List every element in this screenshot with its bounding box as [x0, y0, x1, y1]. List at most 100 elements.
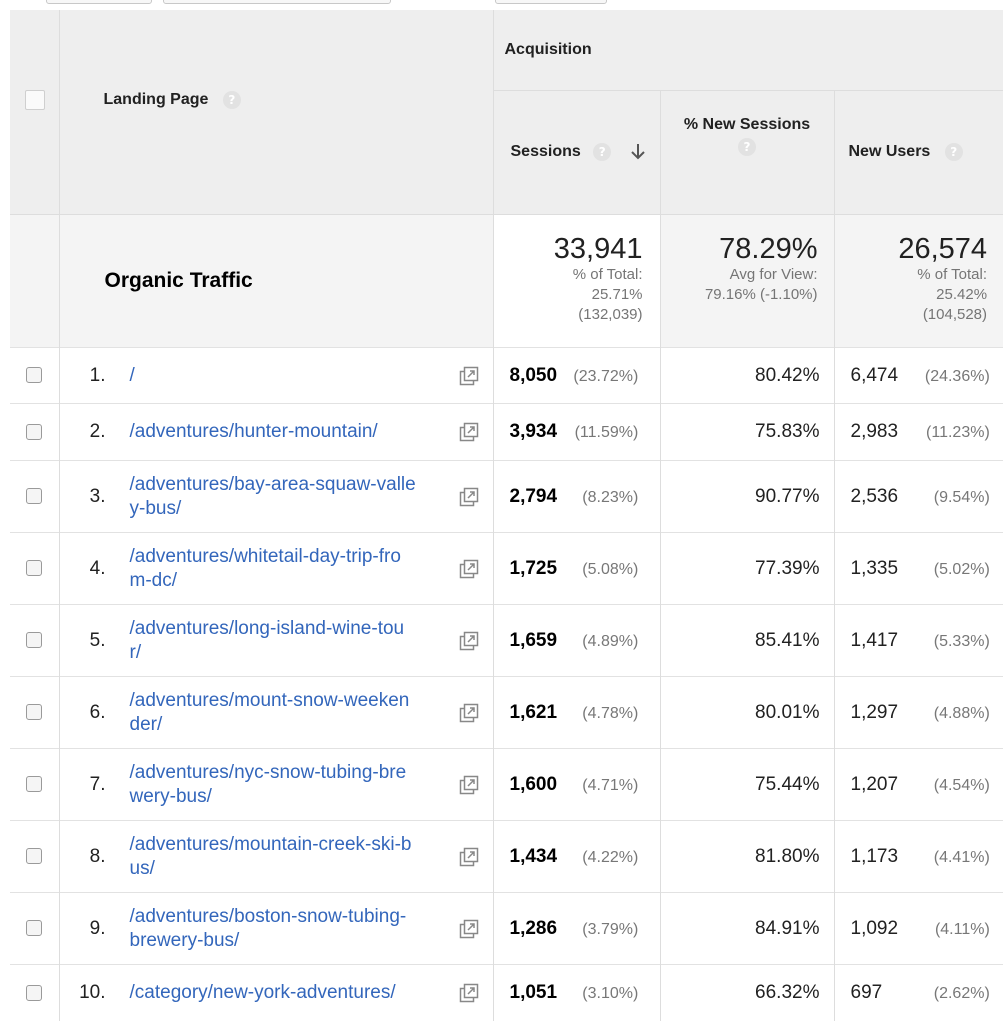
table-row[interactable]: 4. /adventures/whitetail-day-trip-fro m-d… — [10, 532, 1004, 605]
sessions-percent: (23.72%) — [573, 367, 639, 385]
new-users-value: 2,983 — [850, 421, 899, 442]
new-users-header[interactable]: New Users ? — [834, 90, 1004, 215]
arrow-down-icon[interactable] — [630, 143, 646, 161]
new-users-percent: (4.88%) — [933, 704, 990, 722]
select-all-checkbox[interactable] — [25, 90, 45, 110]
landing-page-link-wrapper: /adventures/hunter-mountain/ — [130, 420, 378, 444]
new-users-value: 697 — [850, 981, 883, 1003]
table-row[interactable]: 10. /category/new-york-adventures/ 1,051… — [10, 964, 1004, 1021]
new-sessions-value: 75.44% — [755, 773, 820, 795]
open-in-new-icon[interactable] — [459, 487, 479, 507]
sessions-value: 2,794 — [509, 485, 558, 507]
segment-label: Organic Traffic — [104, 269, 253, 292]
sessions-value: 1,434 — [509, 845, 558, 867]
totals-new-sessions-value: 78.29% — [719, 233, 818, 265]
row-checkbox[interactable] — [26, 920, 43, 937]
help-icon[interactable]: ? — [944, 143, 963, 162]
new-sessions-header-label: % New Sessions — [683, 116, 811, 133]
new-sessions-header[interactable]: % New Sessions ? — [660, 90, 835, 215]
table-row[interactable]: 1. / 8,050 (23.72%) 80.42% 6,474 (24.36%… — [10, 347, 1004, 404]
new-users-value: 6,474 — [850, 364, 899, 386]
sessions-header-label: Sessions — [510, 143, 581, 161]
acquisition-group-header: Acquisition — [493, 10, 1004, 91]
toolbar-dropdown[interactable] — [163, 0, 391, 4]
open-in-new-icon[interactable] — [459, 422, 479, 442]
sessions-value: 8,050 — [509, 364, 558, 386]
landing-page-header[interactable]: Landing Page ? — [59, 10, 494, 215]
row-checkbox[interactable] — [26, 367, 43, 384]
landing-page-link[interactable]: /adventures/long-island-wine-tou r/ — [129, 617, 405, 663]
sessions-value: 1,600 — [509, 773, 558, 795]
open-in-new-icon[interactable] — [459, 366, 479, 386]
landing-page-link-wrapper: / — [130, 364, 135, 388]
open-in-new-icon[interactable] — [459, 983, 479, 1003]
table-row[interactable]: 9. /adventures/boston-snow-tubing-brewer… — [10, 892, 1004, 965]
row-index: 9. — [89, 917, 106, 939]
sessions-header[interactable]: Sessions ? — [493, 90, 661, 215]
new-users-percent: (2.62%) — [933, 984, 990, 1002]
totals-sessions-value: 33,941 — [553, 233, 643, 265]
landing-page-link[interactable]: /adventures/mount-snow-weeken der/ — [129, 689, 410, 735]
table-row[interactable]: 7. /adventures/nyc-snow-tubing-bre wery-b… — [10, 748, 1004, 821]
landing-page-link[interactable]: /category/new-york-adventures/ — [129, 981, 396, 1003]
landing-page-link[interactable]: /adventures/whitetail-day-trip-fro m-dc/ — [129, 545, 401, 591]
row-checkbox[interactable] — [26, 776, 43, 793]
landing-page-link[interactable]: /adventures/mountain-creek-ski-b us/ — [129, 833, 412, 879]
new-sessions-value: 77.39% — [755, 557, 820, 579]
landing-page-link[interactable]: /adventures/boston-snow-tubing-brewery-b… — [129, 905, 407, 951]
row-checkbox[interactable] — [26, 848, 43, 865]
landing-page-link-wrapper: /adventures/whitetail-day-trip-fro m-dc/ — [130, 545, 401, 593]
new-sessions-value: 84.91% — [755, 917, 820, 939]
landing-page-link[interactable]: /adventures/bay-area-squaw-valle y-bus/ — [129, 473, 416, 519]
new-users-value: 2,536 — [850, 485, 899, 507]
row-checkbox[interactable] — [26, 984, 43, 1001]
table-row[interactable]: 8. /adventures/mountain-creek-ski-b us/ 1… — [10, 820, 1004, 893]
new-sessions-value: 66.32% — [755, 981, 820, 1003]
help-icon[interactable]: ? — [593, 143, 612, 162]
sessions-percent: (4.71%) — [582, 776, 639, 794]
row-index: 4. — [89, 557, 106, 579]
table-row[interactable]: 3. /adventures/bay-area-squaw-valle y-bus… — [10, 460, 1004, 533]
row-index: 1. — [89, 364, 106, 386]
sessions-percent: (3.79%) — [582, 920, 639, 938]
landing-page-link[interactable]: /adventures/nyc-snow-tubing-bre wery-bus/ — [129, 761, 407, 807]
new-users-percent: (4.11%) — [934, 920, 990, 938]
row-checkbox[interactable] — [26, 560, 43, 577]
landing-page-link[interactable]: /adventures/hunter-mountain/ — [129, 421, 378, 442]
totals-sessions: 33,941 % of Total: 25.71% (132,039) — [493, 214, 661, 348]
new-users-percent: (9.54%) — [933, 488, 990, 506]
row-checkbox[interactable] — [26, 488, 43, 505]
landing-page-link[interactable]: / — [129, 364, 135, 386]
table-row[interactable]: 5. /adventures/long-island-wine-tou r/ 1,… — [10, 604, 1004, 677]
row-checkbox[interactable] — [26, 423, 43, 440]
sessions-percent: (11.59%) — [574, 424, 639, 441]
row-index: 6. — [89, 701, 106, 723]
landing-page-link-wrapper: /adventures/boston-snow-tubing-brewery-b… — [130, 905, 407, 953]
toolbar-button[interactable] — [495, 0, 607, 4]
new-users-value: 1,092 — [850, 917, 899, 939]
totals-new-users-value: 26,574 — [898, 233, 988, 265]
help-icon[interactable]: ? — [222, 91, 241, 109]
new-users-value: 1,297 — [850, 701, 899, 723]
open-in-new-icon[interactable] — [459, 559, 479, 579]
open-in-new-icon[interactable] — [459, 703, 479, 723]
sessions-percent: (4.78%) — [582, 704, 639, 722]
open-in-new-icon[interactable] — [459, 847, 479, 867]
row-index: 8. — [89, 845, 106, 867]
table-row[interactable]: 6. /adventures/mount-snow-weeken der/ 1,6… — [10, 676, 1004, 749]
totals-row: Organic Traffic 33,941 % of Total: 25.71… — [10, 214, 1004, 348]
landing-page-link-wrapper: /adventures/bay-area-squaw-valle y-bus/ — [130, 473, 416, 521]
new-users-value: 1,335 — [850, 557, 899, 579]
sessions-value: 1,725 — [509, 557, 558, 579]
open-in-new-icon[interactable] — [459, 919, 479, 939]
top-toolbar — [0, 0, 1005, 10]
table-row[interactable]: 2. /adventures/hunter-mountain/ 3,934 (1… — [10, 403, 1004, 461]
new-sessions-value: 85.41% — [755, 629, 820, 651]
open-in-new-icon[interactable] — [459, 775, 479, 795]
row-checkbox[interactable] — [26, 632, 43, 649]
help-icon[interactable]: ? — [738, 138, 756, 156]
sessions-percent: (4.22%) — [582, 848, 639, 866]
toolbar-button[interactable] — [46, 0, 152, 4]
open-in-new-icon[interactable] — [459, 631, 479, 651]
row-checkbox[interactable] — [26, 704, 43, 721]
